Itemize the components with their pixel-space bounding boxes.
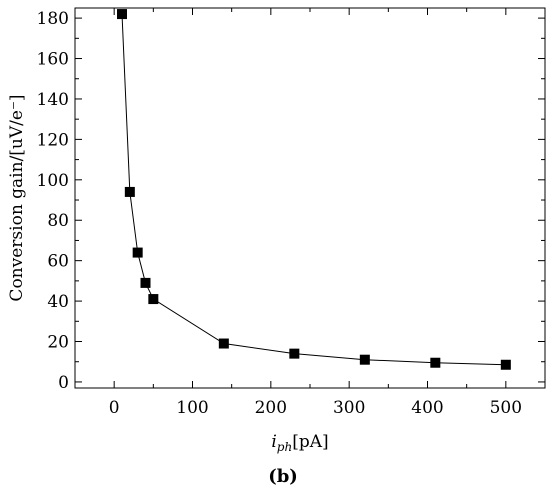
data-point	[430, 357, 441, 368]
y-tick-label: 180	[37, 9, 69, 29]
series-line	[121, 14, 506, 366]
data-point	[359, 354, 370, 365]
y-tick-label: 100	[37, 171, 69, 191]
data-point	[140, 277, 151, 288]
panel-label: (b)	[268, 466, 298, 487]
y-tick-label: 40	[47, 292, 69, 312]
x-tick-label: 200	[255, 398, 287, 418]
data-point	[117, 9, 127, 20]
x-tick-label: 0	[109, 398, 120, 418]
x-tick-label: 100	[176, 398, 208, 418]
x-tick-label: 400	[411, 398, 443, 418]
y-tick-label: 20	[47, 333, 69, 353]
tick-labels: 0 100 200 300 400 500 0 20 40 60 80 100 120 140 160 180	[37, 9, 523, 418]
y-tick-label: 140	[37, 90, 69, 110]
y-tick-label: 120	[37, 130, 69, 150]
x-axis-label: iph[pA]	[271, 432, 328, 454]
x-tick-label: 300	[333, 398, 365, 418]
y-axis-label: Conversion gain/[uV/e⁻]	[7, 94, 27, 301]
y-tick-label: 0	[58, 373, 69, 393]
ticks	[75, 8, 545, 388]
y-tick-label: 80	[47, 211, 69, 231]
data-point	[218, 338, 229, 349]
data-point	[132, 247, 143, 258]
y-tick-label: 60	[47, 252, 69, 272]
plot-frame	[74, 7, 546, 389]
data-point	[500, 359, 511, 370]
y-tick-label: 160	[37, 50, 69, 70]
x-tick-label: 500	[490, 398, 522, 418]
data-point	[148, 294, 159, 305]
x-axis-label-main: i	[271, 432, 276, 452]
data-point	[124, 186, 135, 197]
x-axis-label-unit: [pA]	[292, 432, 328, 452]
x-axis-label-sub: ph	[277, 440, 292, 454]
markers	[117, 9, 511, 370]
data-point	[289, 348, 300, 359]
